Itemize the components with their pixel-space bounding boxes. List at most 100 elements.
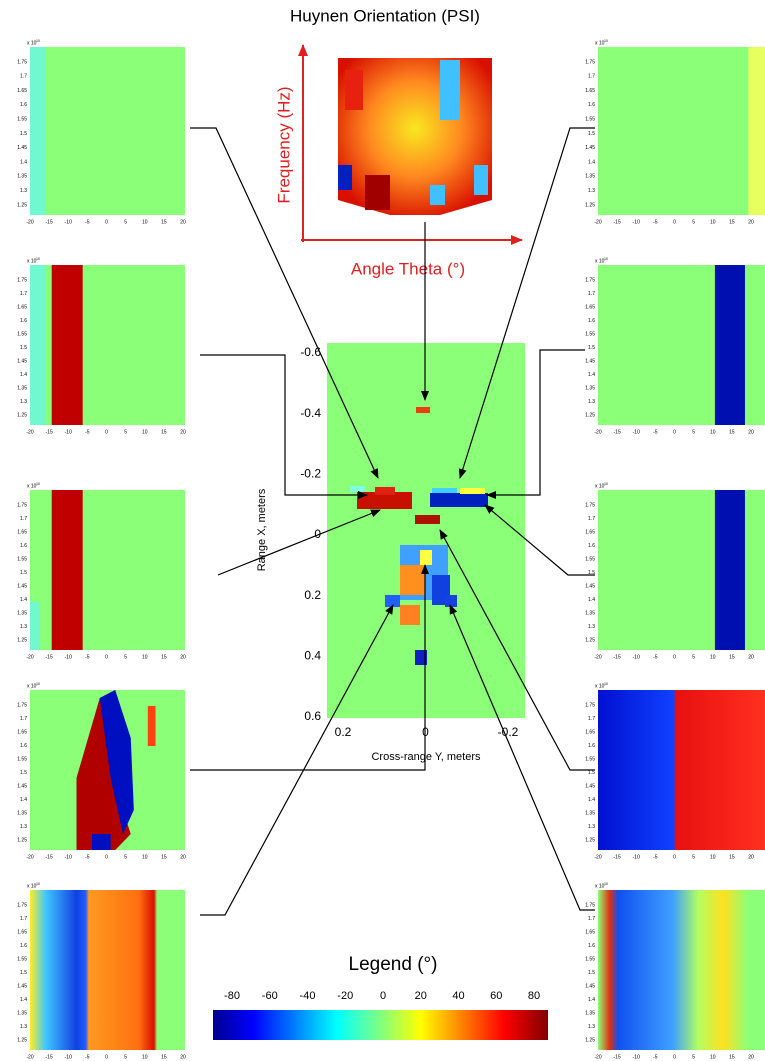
panel-y-tick: 1.6 [20, 743, 27, 749]
panel-x-tick: 5 [124, 654, 127, 660]
panel-x-tick: 10 [710, 429, 716, 435]
orientation-panel: x 10 101.751.71.651.61.551.51.451.41.351.… [17, 257, 186, 435]
panel-x-tick: 10 [710, 654, 716, 660]
panel-x-tick: -15 [46, 429, 53, 435]
orientation-panel: x 10 101.751.71.651.61.551.51.451.41.351.… [17, 39, 186, 225]
panel-region [748, 47, 765, 215]
panel-x-tick: -5 [653, 1054, 658, 1060]
panel-y-tick: 1.3 [588, 1024, 595, 1030]
panel-y-tick: 1.3 [20, 399, 27, 405]
panel-x-tick: 5 [692, 219, 695, 225]
legend-tick: 0 [380, 990, 386, 1002]
panel-x-tick: 5 [692, 429, 695, 435]
inset-y-label: Frequency (Hz) [274, 86, 293, 203]
panel-exponent: 10 [36, 682, 40, 686]
panel-x-tick: 20 [180, 219, 186, 225]
panel-x-tick: 5 [124, 854, 127, 860]
panel-x-tick: 10 [710, 219, 716, 225]
panel-y-tick: 1.35 [585, 174, 595, 180]
panel-x-tick: 20 [180, 854, 186, 860]
panel-multiplier: x 10 [27, 883, 37, 889]
panel-y-tick: 1.35 [585, 1010, 595, 1016]
panel-x-tick: -15 [614, 219, 621, 225]
panel-y-tick: 1.5 [20, 970, 27, 976]
panel-region [51, 490, 83, 650]
panel-x-tick: 0 [105, 654, 108, 660]
panel-y-tick: 1.7 [588, 916, 595, 922]
panel-y-tick: 1.25 [17, 837, 27, 843]
panel-x-tick: 10 [142, 854, 148, 860]
orientation-panel: x 10 101.751.71.651.61.551.51.451.41.351.… [585, 257, 765, 435]
panel-y-tick: 1.3 [20, 824, 27, 830]
panel-y-tick: 1.3 [588, 824, 595, 830]
panel-y-tick: 1.5 [20, 770, 27, 776]
panel-x-tick: -20 [594, 429, 601, 435]
panel-x-tick: 20 [748, 854, 754, 860]
panel-y-tick: 1.65 [17, 529, 27, 535]
panel-y-tick: 1.4 [20, 159, 27, 165]
panel-region [598, 690, 765, 850]
panel-y-tick: 1.3 [20, 1024, 27, 1030]
panel-x-tick: -15 [46, 854, 53, 860]
panel-y-tick: 1.65 [585, 88, 595, 94]
panel-y-tick: 1.35 [17, 174, 27, 180]
panel-x-tick: -10 [633, 219, 640, 225]
panel-y-tick: 1.5 [588, 131, 595, 137]
panel-y-tick: 1.4 [588, 372, 595, 378]
panel-exponent: 10 [36, 39, 40, 43]
panel-y-tick: 1.45 [17, 145, 27, 151]
panel-x-tick: -15 [614, 654, 621, 660]
panel-y-tick: 1.6 [20, 318, 27, 324]
orientation-panel: x 10 101.751.71.651.61.551.51.451.41.351.… [585, 682, 765, 860]
panel-y-tick: 1.7 [588, 516, 595, 522]
panel-y-tick: 1.75 [585, 277, 595, 283]
image-x-label: Cross-range Y, meters [371, 751, 481, 763]
panel-x-tick: 15 [729, 654, 735, 660]
panel-multiplier: x 10 [27, 40, 37, 46]
panel-y-tick: 1.35 [17, 610, 27, 616]
panel-y-tick: 1.65 [585, 929, 595, 935]
panel-y-tick: 1.5 [588, 770, 595, 776]
panel-y-tick: 1.6 [588, 743, 595, 749]
panel-x-tick: -10 [65, 429, 72, 435]
image-x-tick: -0.2 [498, 725, 519, 739]
orientation-panel: x 10 101.751.71.651.61.551.51.451.41.351.… [17, 482, 186, 660]
panel-y-tick: 1.75 [585, 702, 595, 708]
panel-y-tick: 1.35 [585, 385, 595, 391]
panel-y-tick: 1.25 [585, 412, 595, 418]
panel-y-tick: 1.55 [585, 117, 595, 123]
panel-x-tick: -5 [85, 1054, 90, 1060]
panel-exponent: 10 [604, 257, 608, 261]
panel-y-tick: 1.65 [17, 88, 27, 94]
panel-x-tick: -20 [594, 219, 601, 225]
panel-y-tick: 1.4 [588, 159, 595, 165]
panel-region [30, 265, 46, 425]
panel-region [76, 690, 131, 850]
panel-multiplier: x 10 [27, 683, 37, 689]
panel-x-tick: 5 [124, 429, 127, 435]
panel-y-tick: 1.6 [20, 943, 27, 949]
panel-y-tick: 1.35 [585, 810, 595, 816]
panel-x-tick: -20 [26, 429, 33, 435]
legend-title: Legend (°) [349, 954, 438, 975]
panel-multiplier: x 10 [595, 483, 605, 489]
panel-image [598, 47, 765, 215]
panel-exponent: 10 [604, 482, 608, 486]
panel-x-tick: 0 [673, 429, 676, 435]
arrows [190, 127, 595, 916]
panel-x-tick: -5 [85, 429, 90, 435]
panel-y-tick: 1.25 [585, 1037, 595, 1043]
panel-x-tick: -10 [633, 854, 640, 860]
panel-y-tick: 1.5 [588, 345, 595, 351]
panel-y-tick: 1.45 [17, 783, 27, 789]
image-y-tick: -0.2 [300, 467, 321, 481]
panel-y-tick: 1.45 [585, 783, 595, 789]
panel-y-tick: 1.65 [585, 304, 595, 310]
panel-y-tick: 1.7 [20, 74, 27, 80]
legend-tick: -80 [224, 990, 240, 1002]
panel-y-tick: 1.75 [17, 702, 27, 708]
panel-region [714, 265, 745, 425]
panel-x-tick: -15 [614, 854, 621, 860]
image-y-tick: 0.6 [304, 709, 321, 723]
